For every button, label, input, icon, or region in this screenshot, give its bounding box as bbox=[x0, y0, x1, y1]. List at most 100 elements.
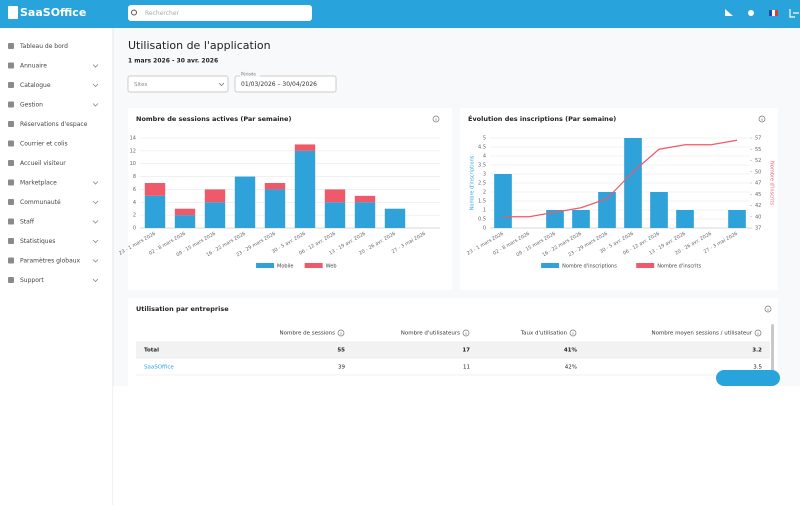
menu-item[interactable]: Paramètres globaux bbox=[20, 258, 81, 265]
y2-tick-label: 45 bbox=[755, 192, 761, 198]
period-input[interactable] bbox=[234, 75, 337, 93]
line bbox=[503, 139, 738, 218]
menu-item[interactable]: Accueil visiteur bbox=[20, 160, 66, 167]
y-axis-title: Nombre d'inscriptions bbox=[470, 155, 476, 210]
chevron bbox=[92, 103, 99, 107]
menu-item[interactable]: Catalogue bbox=[20, 82, 51, 89]
y-tick-label: 1.5 bbox=[478, 199, 486, 205]
y-tick-label: 1 bbox=[483, 208, 486, 214]
chat-button[interactable] bbox=[716, 370, 780, 386]
menu-item[interactable]: Réservations d'espace bbox=[20, 121, 88, 128]
y-tick-label: 10 bbox=[130, 161, 136, 167]
y-tick-label: 4 bbox=[133, 200, 136, 206]
charts: Nombre de sessions actives (Par semaine)… bbox=[118, 114, 775, 270]
y-tick-label: 2.5 bbox=[478, 181, 486, 187]
table: Utilisation par entreprise Nombre de sess… bbox=[136, 305, 774, 384]
y-tick-label: 0 bbox=[483, 226, 486, 232]
y-tick-label: 2 bbox=[483, 190, 486, 196]
menu-item[interactable]: Gestion bbox=[20, 102, 43, 109]
menu-icon bbox=[8, 121, 14, 127]
chevron bbox=[92, 220, 99, 224]
icon-theme[interactable] bbox=[748, 10, 754, 16]
bar bbox=[324, 202, 346, 228]
y2-tick-label: 57 bbox=[755, 136, 761, 142]
y-tick-label: 0.5 bbox=[478, 217, 486, 223]
menu-icon bbox=[8, 199, 14, 205]
y-tick-label: 6 bbox=[133, 187, 136, 193]
bar bbox=[324, 189, 346, 203]
info-icon[interactable] bbox=[754, 329, 762, 337]
label-bg bbox=[240, 72, 260, 77]
y-tick-label: 2 bbox=[133, 213, 136, 219]
menu-item[interactable]: Annuaire bbox=[20, 63, 47, 70]
page-title: Utilisation de l'application bbox=[128, 39, 271, 52]
menu-icon bbox=[8, 101, 14, 108]
menu-icon bbox=[8, 238, 14, 244]
info-icon[interactable] bbox=[337, 329, 345, 337]
legend-label: Nombre d'inscrits bbox=[657, 264, 701, 270]
chevron bbox=[92, 64, 99, 68]
info-icon[interactable] bbox=[758, 115, 766, 123]
menu-icon bbox=[8, 277, 14, 283]
y-tick-label: 12 bbox=[130, 148, 136, 154]
menu-item[interactable]: Tableau de bord bbox=[19, 43, 68, 50]
info-icon[interactable] bbox=[432, 115, 440, 123]
info-icon[interactable] bbox=[764, 305, 772, 313]
menu-item[interactable]: Support bbox=[20, 277, 44, 284]
bar bbox=[384, 208, 406, 228]
legend-label: Nombre d'inscriptions bbox=[562, 264, 617, 270]
legend-swatch bbox=[541, 263, 560, 268]
bar bbox=[144, 195, 166, 228]
logo-icon bbox=[8, 6, 18, 19]
bar bbox=[546, 210, 564, 228]
logo[interactable]: SaaSOffice bbox=[20, 6, 86, 19]
chevron bbox=[92, 278, 99, 283]
y2-tick-label: 55 bbox=[755, 147, 761, 153]
legend-swatch bbox=[304, 263, 323, 268]
y-tick-label: 4 bbox=[483, 154, 486, 160]
period-label: Période bbox=[241, 72, 256, 77]
flag[interactable] bbox=[769, 10, 772, 16]
menu-item[interactable]: Marketplace bbox=[20, 180, 57, 187]
row-label[interactable]: SaaSOffice bbox=[144, 365, 174, 371]
menu-item[interactable]: Communauté bbox=[20, 199, 61, 206]
y2-tick-label: 50 bbox=[755, 169, 761, 175]
search-box[interactable] bbox=[128, 5, 312, 21]
row-bg bbox=[136, 342, 770, 358]
bar bbox=[234, 176, 256, 228]
icon-contrast[interactable] bbox=[725, 9, 733, 16]
menu-item[interactable]: Courrier et colis bbox=[20, 141, 68, 148]
y2-tick-label: 40 bbox=[755, 214, 761, 220]
info-icon[interactable] bbox=[462, 329, 470, 337]
info-icon[interactable] bbox=[569, 329, 577, 337]
cell: 41% bbox=[564, 348, 578, 354]
chart-title: Nombre de sessions actives (Par semaine) bbox=[136, 115, 291, 123]
bar bbox=[144, 183, 166, 196]
chevron bbox=[218, 82, 225, 87]
page-subtitle: 1 mars 2026 - 30 avr. 2026 bbox=[128, 58, 218, 65]
menu-icon bbox=[8, 218, 14, 225]
y2-tick-label: 47 bbox=[755, 181, 761, 187]
scrollbar bbox=[771, 324, 774, 384]
column-header: Nombre d'utilisateurs bbox=[401, 331, 460, 337]
menu-icon bbox=[8, 257, 14, 264]
icon-logout[interactable] bbox=[789, 9, 799, 18]
cell: 42% bbox=[565, 365, 577, 371]
bar bbox=[354, 202, 376, 228]
table-title: Utilisation par entreprise bbox=[136, 305, 229, 313]
menu-icon bbox=[8, 62, 14, 69]
y-tick-label: 3 bbox=[483, 172, 486, 178]
legend-label: Mobile bbox=[277, 264, 293, 270]
chevron bbox=[92, 239, 99, 244]
sites-select[interactable] bbox=[127, 75, 229, 93]
menu-item[interactable]: Staff bbox=[20, 219, 35, 226]
menu-item[interactable]: Statistiques bbox=[20, 238, 55, 245]
bar bbox=[354, 195, 376, 203]
top-bar bbox=[0, 0, 800, 28]
column-header: Taux d'utilisation bbox=[520, 331, 568, 337]
card bbox=[128, 108, 452, 290]
y-tick-label: 3.5 bbox=[478, 163, 486, 169]
menu-icon bbox=[8, 140, 14, 147]
